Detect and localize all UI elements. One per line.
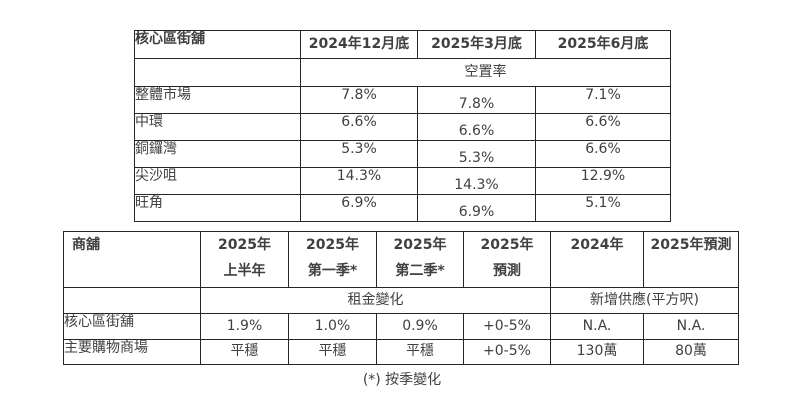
header-line: 第二季* (395, 263, 445, 279)
value-cell: 5.3% (300, 140, 418, 168)
street-shop-vacancy-table: 核心區街舖 2024年12月底 2025年3月底 2025年6月底 空置率 整體… (134, 30, 671, 222)
value-cell: 7.8% (300, 86, 418, 114)
value-cell: 平穩 (376, 339, 464, 365)
header-line: 商舖 (72, 237, 100, 253)
table-row: 尖沙咀 14.3% 14.3% 12.9% (134, 167, 671, 195)
value-cell: 6.6% (535, 113, 671, 141)
value-cell: +0-5% (463, 313, 551, 340)
value-cell: 6.9% (300, 194, 418, 222)
value-cell: 80萬 (643, 339, 739, 365)
corner-header-cell: 核心區街舖 (134, 30, 301, 59)
header-line: 2025年預測 (650, 237, 732, 253)
metric-label-cell: 空置率 (300, 58, 671, 87)
rent-change-group-cell: 租金變化 (200, 287, 551, 314)
value-cell: 130萬 (550, 339, 644, 365)
period-header-cell: 2025年 第一季* (288, 231, 377, 288)
value-cell: +0-5% (463, 339, 551, 365)
header-line: 2025年 (218, 237, 271, 253)
value-cell: 6.9% (417, 194, 536, 222)
table-row: 主要購物商場 平穩 平穩 平穩 +0-5% 130萬 80萬 (63, 339, 739, 365)
value-cell: 14.3% (300, 167, 418, 195)
table-row: 銅鑼灣 5.3% 5.3% 6.6% (134, 140, 671, 168)
value-cell: 6.6% (535, 140, 671, 168)
value-cell: 5.3% (417, 140, 536, 168)
value-cell: 7.1% (535, 86, 671, 114)
value-cell: 5.1% (535, 194, 671, 222)
footnote: (*) 按季變化 (362, 372, 442, 388)
header-line: 2024年 (570, 237, 624, 253)
district-cell: 銅鑼灣 (134, 140, 301, 168)
value-cell: 1.0% (288, 313, 377, 340)
value-cell: 1.9% (200, 313, 289, 340)
period-header-cell: 2024年 (550, 231, 644, 288)
header-line: 預測 (493, 263, 521, 279)
value-cell: 14.3% (417, 167, 536, 195)
period-header-cell: 2025年 上半年 (200, 231, 289, 288)
category-cell: 核心區街舖 (63, 313, 201, 340)
value-cell: 12.9% (535, 167, 671, 195)
table-row: 核心區街舖 1.9% 1.0% 0.9% +0-5% N.A. N.A. (63, 313, 739, 340)
header-row: 核心區街舖 2024年12月底 2025年3月底 2025年6月底 (134, 30, 671, 59)
empty-cell (63, 287, 201, 314)
table-row: 旺角 6.9% 6.9% 5.1% (134, 194, 671, 222)
value-cell: 0.9% (376, 313, 464, 340)
category-cell: 主要購物商場 (63, 339, 201, 365)
district-cell: 中環 (134, 113, 301, 141)
value-cell: N.A. (550, 313, 644, 340)
value-cell: 6.6% (300, 113, 418, 141)
header-line: 2025年 (480, 237, 534, 253)
metric-header-row: 空置率 (134, 58, 671, 87)
corner-header-cell: 商舖 (63, 231, 201, 288)
period-header-cell: 2025年預測 (643, 231, 739, 288)
period-header-cell: 2024年12月底 (300, 30, 418, 59)
header-line: 2025年 (306, 237, 359, 253)
new-supply-group-cell: 新增供應(平方呎) (550, 287, 739, 314)
empty-cell (134, 58, 301, 87)
header-line: 2025年 (393, 237, 447, 253)
retail-rent-supply-table: 商舖 2025年 上半年 2025年 第一季* 2025年 第二季* 2025年… (63, 231, 739, 365)
period-header-cell: 2025年6月底 (535, 30, 671, 59)
district-cell: 尖沙咀 (134, 167, 301, 195)
period-header-cell: 2025年 第二季* (376, 231, 464, 288)
group-header-row: 租金變化 新增供應(平方呎) (63, 287, 739, 314)
period-header-cell: 2025年3月底 (417, 30, 536, 59)
table-row: 中環 6.6% 6.6% 6.6% (134, 113, 671, 141)
value-cell: 6.6% (417, 113, 536, 141)
header-line: 上半年 (223, 263, 266, 279)
period-header-cell: 2025年 預測 (463, 231, 551, 288)
district-cell: 整體市場 (134, 86, 301, 114)
table-row: 整體市場 7.8% 7.8% 7.1% (134, 86, 671, 114)
header-line: 第一季* (307, 263, 358, 279)
value-cell: 平穩 (200, 339, 289, 365)
header-row: 商舖 2025年 上半年 2025年 第一季* 2025年 第二季* 2025年… (63, 231, 739, 288)
district-cell: 旺角 (134, 194, 301, 222)
value-cell: 7.8% (417, 86, 536, 114)
value-cell: N.A. (643, 313, 739, 340)
value-cell: 平穩 (288, 339, 377, 365)
